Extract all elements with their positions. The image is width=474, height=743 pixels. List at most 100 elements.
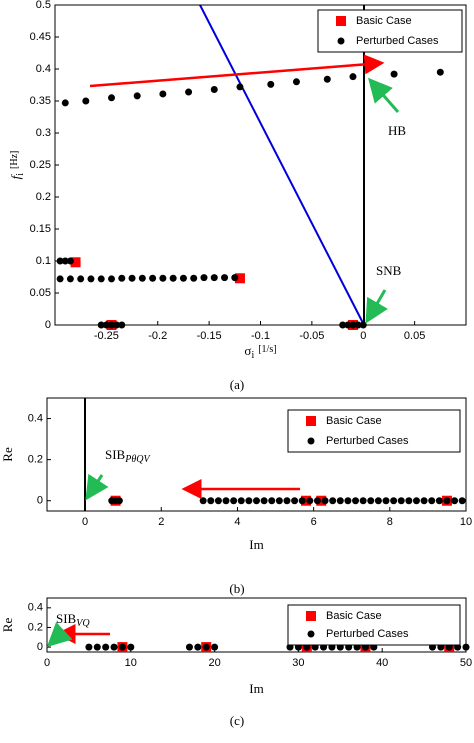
annotation-text: SIB <box>56 611 77 626</box>
legend-marker <box>337 37 345 45</box>
point <box>349 321 357 329</box>
point <box>70 257 81 268</box>
point <box>291 497 299 505</box>
y-tick-label: 0.05 <box>30 287 51 299</box>
point <box>301 495 312 506</box>
point <box>108 321 116 329</box>
x-label-text: Im <box>249 537 263 552</box>
annotation: SNB <box>376 263 402 278</box>
point <box>169 274 177 282</box>
x-axis-label: Im <box>249 537 263 552</box>
point <box>102 321 110 329</box>
legend-marker <box>307 630 315 638</box>
x-tick-label: -0.2 <box>148 330 167 342</box>
red-arrow <box>89 54 385 88</box>
point <box>306 497 314 505</box>
point <box>231 274 239 282</box>
point <box>390 70 398 78</box>
point <box>329 497 337 505</box>
y-axis-label: Re <box>0 618 15 633</box>
legend-label: Basic Case <box>326 610 382 622</box>
annotation: SIBVQ <box>56 611 90 629</box>
y-tick-label: 0.3 <box>36 127 51 139</box>
point <box>211 643 219 651</box>
green-arrow <box>46 621 73 648</box>
point <box>367 497 375 505</box>
y-tick-label: 0.45 <box>30 31 51 43</box>
legend-box <box>287 604 461 646</box>
x-tick-label: -0.05 <box>299 330 324 342</box>
point <box>128 274 136 282</box>
y-tick-label: 0.15 <box>30 223 51 235</box>
point <box>313 497 321 505</box>
y-tick-label: 0.2 <box>28 454 43 466</box>
y-label-text: Re <box>0 618 15 633</box>
point <box>159 274 167 282</box>
x-tick-label: 0 <box>44 657 50 669</box>
point <box>354 321 362 329</box>
y-tick-label: 0 <box>37 495 43 507</box>
y-tick-label: 0.2 <box>36 191 51 203</box>
point <box>268 497 276 505</box>
point <box>102 643 110 651</box>
point <box>115 497 123 505</box>
point <box>253 497 260 505</box>
point <box>336 497 344 505</box>
caption: (a) <box>230 377 244 392</box>
point <box>283 497 291 505</box>
point <box>207 497 215 505</box>
x-tick-label: 4 <box>234 516 240 528</box>
legend-label: Basic Case <box>356 15 412 27</box>
y-label-unit: [Hz] <box>9 151 20 169</box>
point <box>85 643 93 651</box>
point <box>190 274 198 282</box>
y-axis-label: fi [Hz] <box>8 151 26 180</box>
plot-frame <box>54 4 467 326</box>
point <box>133 92 141 100</box>
y-tick-label: 0.35 <box>30 95 51 107</box>
x-tick-label: 50 <box>460 657 472 669</box>
point <box>222 497 230 505</box>
y-tick-label: 0 <box>45 319 51 331</box>
y-label-text: Re <box>0 447 15 462</box>
point <box>159 90 167 98</box>
point <box>66 257 74 265</box>
x-label-sub: i <box>251 350 254 361</box>
point <box>344 497 352 505</box>
point <box>210 274 218 282</box>
point <box>82 97 90 105</box>
point <box>97 321 105 329</box>
legend-label: Basic Case <box>326 415 382 427</box>
annotation: HB <box>388 123 406 138</box>
point <box>113 321 121 329</box>
point <box>149 274 157 282</box>
point <box>66 275 74 283</box>
point <box>298 497 306 505</box>
x-tick-label: 2 <box>158 516 164 528</box>
y-tick-label: 0.25 <box>30 159 51 171</box>
blue-line <box>199 4 365 326</box>
x-tick-label: 8 <box>387 516 393 528</box>
legend-label: Perturbed Cases <box>326 435 409 447</box>
y-tick-label: 0.1 <box>36 255 51 267</box>
point <box>77 275 85 283</box>
y-tick-label: 0.2 <box>28 621 43 633</box>
x-tick-label: 6 <box>311 516 317 528</box>
point <box>234 273 245 284</box>
point <box>462 643 470 651</box>
x-axis-label: σi [1/s] <box>244 343 276 361</box>
point <box>436 68 444 76</box>
point <box>194 643 202 651</box>
x-tick-label: 0.05 <box>404 330 425 342</box>
point <box>405 497 413 505</box>
x-tick-label: 40 <box>376 657 388 669</box>
point <box>352 497 360 505</box>
plot-frame <box>46 397 467 512</box>
point <box>87 275 95 283</box>
x-tick-label: -0.25 <box>94 330 119 342</box>
point <box>118 643 126 651</box>
x-axis-label: Im <box>249 681 263 696</box>
point <box>275 497 283 505</box>
point <box>210 85 218 93</box>
